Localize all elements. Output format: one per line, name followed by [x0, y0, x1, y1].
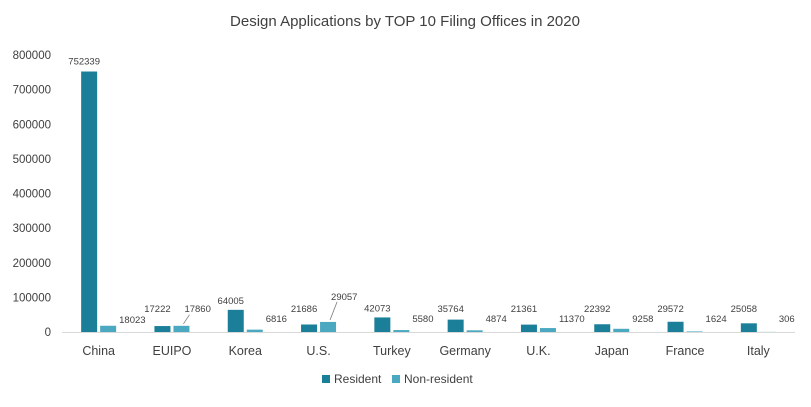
bar-resident-euipo	[154, 326, 170, 332]
data-label-resident: 752339	[68, 57, 100, 68]
bar-non-resident-japan	[613, 329, 629, 332]
data-label-resident: 21361	[511, 304, 537, 315]
data-label-non-resident: 5580	[412, 314, 433, 325]
data-label-non-resident: 4874	[486, 314, 507, 325]
data-label-resident: 42073	[364, 303, 390, 314]
data-label-non-resident: 29057	[331, 292, 357, 303]
bar-non-resident-turkey	[393, 330, 409, 332]
data-label-resident: 29572	[657, 304, 683, 315]
data-label-resident: 17222	[144, 304, 170, 315]
data-label-non-resident: 9258	[632, 314, 653, 325]
x-axis: China EUIPO Korea U.S. Turkey Germany U.K. Japa…	[62, 333, 795, 359]
x-tick-label: U.S.	[306, 344, 330, 358]
bar-resident-italy	[741, 323, 757, 332]
data-label-non-resident: 11370	[559, 314, 585, 325]
y-tick-label: 200000	[13, 258, 51, 270]
bars	[81, 72, 776, 333]
x-tick-label: Korea	[229, 344, 262, 358]
legend: Resident Non-resident	[322, 372, 473, 386]
bar-resident-france	[668, 322, 684, 332]
leader-line	[330, 302, 337, 320]
bar-non-resident-uk	[540, 328, 556, 332]
chart: Design Applications by TOP 10 Filing Off…	[0, 0, 811, 407]
x-tick-label: China	[82, 344, 115, 358]
bar-non-resident-korea	[247, 330, 263, 332]
y-tick-label: 400000	[13, 189, 51, 201]
x-tick-label: Turkey	[373, 344, 411, 358]
bar-resident-korea	[228, 310, 244, 332]
x-tick-label: France	[666, 344, 705, 358]
y-axis: 0 100000 200000 300000 400000 500000 600000 700…	[13, 50, 51, 339]
bar-non-resident-china	[100, 326, 116, 332]
data-label-resident: 25058	[731, 304, 757, 315]
bar-non-resident-us	[320, 322, 336, 332]
bar-resident-us	[301, 324, 317, 332]
legend-swatch-non-resident	[392, 375, 400, 383]
bar-non-resident-euipo	[173, 326, 189, 332]
y-tick-label: 300000	[13, 223, 51, 235]
x-tick-label: Japan	[595, 344, 629, 358]
legend-label-resident: Resident	[334, 372, 382, 386]
data-label-resident: 21686	[291, 304, 317, 315]
bar-non-resident-france	[687, 331, 703, 332]
y-tick-label: 800000	[13, 50, 51, 62]
legend-swatch-resident	[322, 375, 330, 383]
x-tick-label: Italy	[747, 344, 771, 358]
leader-line	[183, 315, 189, 324]
data-label-resident: 35764	[437, 304, 463, 315]
bar-resident-uk	[521, 325, 537, 332]
y-tick-label: 600000	[13, 119, 51, 131]
data-label-non-resident: 6816	[266, 314, 287, 325]
data-label-resident: 22392	[584, 304, 610, 315]
bar-resident-china	[81, 72, 97, 332]
y-tick-label: 0	[45, 327, 51, 339]
x-tick-label: U.K.	[526, 344, 550, 358]
y-tick-label: 700000	[13, 85, 51, 97]
data-label-non-resident: 17860	[184, 304, 210, 315]
data-label-non-resident: 306	[779, 314, 795, 325]
x-tick-label: Germany	[439, 344, 491, 358]
bar-non-resident-germany	[467, 330, 483, 332]
y-tick-label: 500000	[13, 154, 51, 166]
data-label-resident: 64005	[218, 296, 244, 307]
chart-title: Design Applications by TOP 10 Filing Off…	[230, 13, 580, 30]
bar-resident-japan	[594, 324, 610, 332]
y-tick-label: 100000	[13, 292, 51, 304]
bar-resident-germany	[448, 320, 464, 332]
data-label-non-resident: 18023	[119, 315, 145, 326]
data-label-non-resident: 1624	[706, 314, 727, 325]
bar-resident-turkey	[374, 317, 390, 332]
legend-label-non-resident: Non-resident	[404, 372, 473, 386]
x-tick-label: EUIPO	[152, 344, 191, 358]
